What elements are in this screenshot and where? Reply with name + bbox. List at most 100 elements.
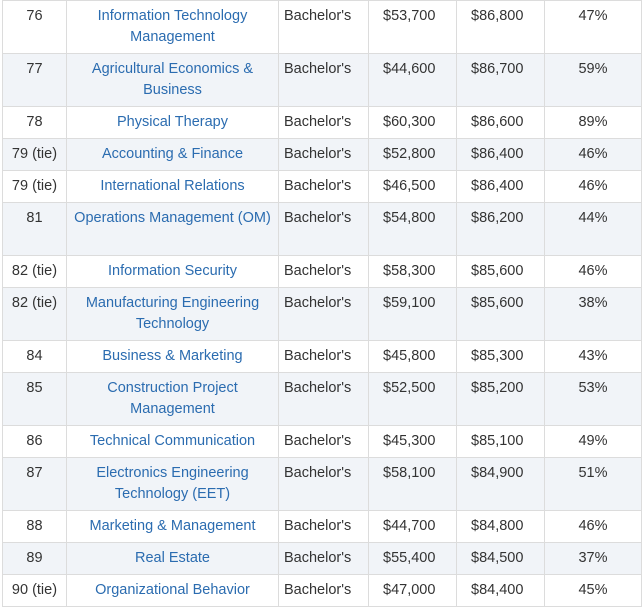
mid-career-pay-cell: $86,700 xyxy=(456,53,545,107)
degree-cell: Bachelor's xyxy=(278,372,369,426)
early-career-pay-cell: $58,100 xyxy=(368,457,457,511)
early-career-pay-cell: $47,000 xyxy=(368,574,457,607)
high-meaning-cell: 47% xyxy=(544,0,642,54)
degree-cell: Bachelor's xyxy=(278,170,369,203)
table-row: 79 (tie) Accounting & Finance Bachelor's… xyxy=(2,138,642,171)
rank-cell: 79 (tie) xyxy=(2,170,67,203)
rank-cell: 88 xyxy=(2,510,67,543)
table-row: 89 Real Estate Bachelor's $55,400 $84,50… xyxy=(2,542,642,575)
degree-cell: Bachelor's xyxy=(278,106,369,139)
rank-cell: 82 (tie) xyxy=(2,255,67,288)
early-career-pay-cell: $52,800 xyxy=(368,138,457,171)
degree-cell: Bachelor's xyxy=(278,255,369,288)
mid-career-pay-cell: $85,200 xyxy=(456,372,545,426)
rank-cell: 85 xyxy=(2,372,67,426)
table-row: 82 (tie) Information Security Bachelor's… xyxy=(2,255,642,288)
major-link[interactable]: Organizational Behavior xyxy=(66,574,279,607)
major-link[interactable]: Business & Marketing xyxy=(66,340,279,373)
early-career-pay-cell: $54,800 xyxy=(368,202,457,256)
high-meaning-cell: 46% xyxy=(544,255,642,288)
table-row: 86 Technical Communication Bachelor's $4… xyxy=(2,425,642,458)
high-meaning-cell: 49% xyxy=(544,425,642,458)
degree-cell: Bachelor's xyxy=(278,510,369,543)
major-link[interactable]: Electronics Engineering Technology (EET) xyxy=(66,457,279,511)
rank-cell: 82 (tie) xyxy=(2,287,67,341)
table-row: 78 Physical Therapy Bachelor's $60,300 $… xyxy=(2,106,642,139)
major-link[interactable]: Operations Management (OM) xyxy=(66,202,279,256)
table-row: 88 Marketing & Management Bachelor's $44… xyxy=(2,510,642,543)
rank-cell: 76 xyxy=(2,0,67,54)
high-meaning-cell: 44% xyxy=(544,202,642,256)
table-row: 85 Construction Project Management Bache… xyxy=(2,372,642,426)
major-link[interactable]: Accounting & Finance xyxy=(66,138,279,171)
early-career-pay-cell: $59,100 xyxy=(368,287,457,341)
rank-cell: 84 xyxy=(2,340,67,373)
mid-career-pay-cell: $85,600 xyxy=(456,287,545,341)
degree-cell: Bachelor's xyxy=(278,0,369,54)
table-row: 76 Information Technology Management Bac… xyxy=(2,0,642,54)
high-meaning-cell: 46% xyxy=(544,510,642,543)
degree-cell: Bachelor's xyxy=(278,287,369,341)
rank-cell: 79 (tie) xyxy=(2,138,67,171)
mid-career-pay-cell: $86,400 xyxy=(456,138,545,171)
early-career-pay-cell: $45,300 xyxy=(368,425,457,458)
high-meaning-cell: 37% xyxy=(544,542,642,575)
degree-cell: Bachelor's xyxy=(278,340,369,373)
degree-cell: Bachelor's xyxy=(278,202,369,256)
degree-cell: Bachelor's xyxy=(278,542,369,575)
table-row: 77 Agricultural Economics & Business Bac… xyxy=(2,53,642,107)
high-meaning-cell: 59% xyxy=(544,53,642,107)
table-row: 81 Operations Management (OM) Bachelor's… xyxy=(2,202,642,256)
high-meaning-cell: 38% xyxy=(544,287,642,341)
mid-career-pay-cell: $84,800 xyxy=(456,510,545,543)
major-link[interactable]: International Relations xyxy=(66,170,279,203)
major-link[interactable]: Real Estate xyxy=(66,542,279,575)
major-link[interactable]: Physical Therapy xyxy=(66,106,279,139)
mid-career-pay-cell: $84,900 xyxy=(456,457,545,511)
mid-career-pay-cell: $85,300 xyxy=(456,340,545,373)
major-link[interactable]: Marketing & Management xyxy=(66,510,279,543)
table-row: 79 (tie) International Relations Bachelo… xyxy=(2,170,642,203)
early-career-pay-cell: $53,700 xyxy=(368,0,457,54)
major-link[interactable]: Technical Communication xyxy=(66,425,279,458)
high-meaning-cell: 46% xyxy=(544,138,642,171)
early-career-pay-cell: $46,500 xyxy=(368,170,457,203)
degree-cell: Bachelor's xyxy=(278,457,369,511)
degree-cell: Bachelor's xyxy=(278,574,369,607)
early-career-pay-cell: $44,700 xyxy=(368,510,457,543)
rank-cell: 81 xyxy=(2,202,67,256)
early-career-pay-cell: $44,600 xyxy=(368,53,457,107)
table-row: 90 (tie) Organizational Behavior Bachelo… xyxy=(2,574,642,607)
rank-cell: 77 xyxy=(2,53,67,107)
early-career-pay-cell: $58,300 xyxy=(368,255,457,288)
mid-career-pay-cell: $86,600 xyxy=(456,106,545,139)
rank-cell: 90 (tie) xyxy=(2,574,67,607)
high-meaning-cell: 51% xyxy=(544,457,642,511)
mid-career-pay-cell: $84,500 xyxy=(456,542,545,575)
mid-career-pay-cell: $85,100 xyxy=(456,425,545,458)
major-link[interactable]: Information Technology Management xyxy=(66,0,279,54)
table-row: 84 Business & Marketing Bachelor's $45,8… xyxy=(2,340,642,373)
major-link[interactable]: Construction Project Management xyxy=(66,372,279,426)
rank-cell: 87 xyxy=(2,457,67,511)
degree-cell: Bachelor's xyxy=(278,53,369,107)
major-link[interactable]: Information Security xyxy=(66,255,279,288)
degree-cell: Bachelor's xyxy=(278,138,369,171)
mid-career-pay-cell: $86,400 xyxy=(456,170,545,203)
high-meaning-cell: 53% xyxy=(544,372,642,426)
mid-career-pay-cell: $85,600 xyxy=(456,255,545,288)
early-career-pay-cell: $60,300 xyxy=(368,106,457,139)
major-link[interactable]: Manufacturing Engineering Technology xyxy=(66,287,279,341)
major-link[interactable]: Agricultural Economics & Business xyxy=(66,53,279,107)
table-row: 82 (tie) Manufacturing Engineering Techn… xyxy=(2,287,642,341)
high-meaning-cell: 89% xyxy=(544,106,642,139)
mid-career-pay-cell: $86,800 xyxy=(456,0,545,54)
mid-career-pay-cell: $86,200 xyxy=(456,202,545,256)
rank-cell: 78 xyxy=(2,106,67,139)
early-career-pay-cell: $55,400 xyxy=(368,542,457,575)
high-meaning-cell: 45% xyxy=(544,574,642,607)
table-row: 87 Electronics Engineering Technology (E… xyxy=(2,457,642,511)
rank-cell: 89 xyxy=(2,542,67,575)
